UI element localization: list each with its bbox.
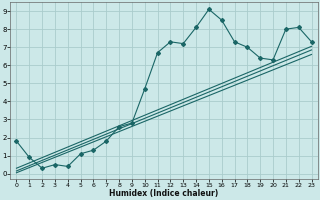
X-axis label: Humidex (Indice chaleur): Humidex (Indice chaleur): [109, 189, 219, 198]
